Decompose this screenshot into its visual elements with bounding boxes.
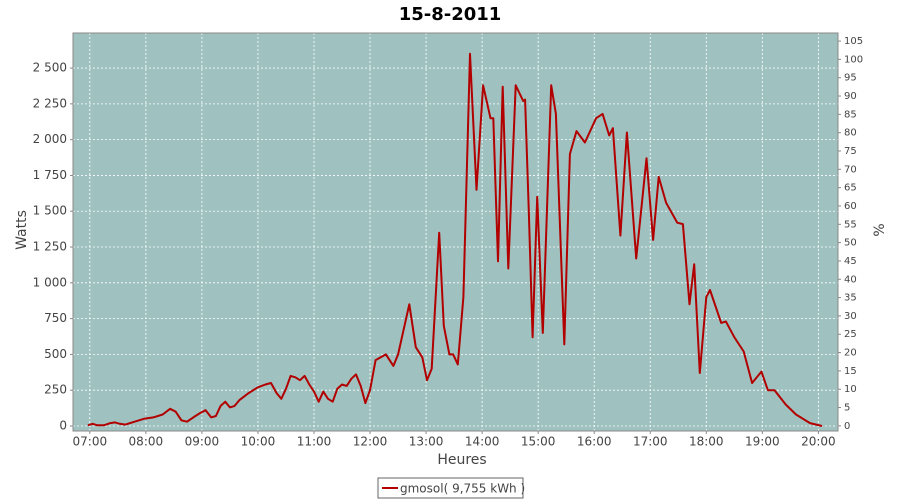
x-tick-label: 17:00	[633, 435, 668, 449]
legend-box	[377, 477, 524, 499]
y2-tick-label: 105	[844, 36, 863, 47]
y-axis-label: Watts	[14, 210, 30, 250]
x-tick-label: 12:00	[353, 435, 388, 449]
y-tick-label: 1 000	[33, 275, 67, 289]
y2-tick-label: 75	[844, 146, 857, 157]
legend-label: gmosol( 9,755 kWh )	[400, 482, 525, 496]
chart-title: 15-8-2011	[399, 4, 502, 25]
x-tick-label: 20:00	[801, 435, 836, 449]
y2-tick-label: 100	[844, 54, 863, 65]
y-tick-label: 0	[59, 418, 67, 432]
y2-tick-label: 40	[844, 274, 857, 285]
y-tick-label: 750	[44, 311, 67, 325]
y2-tick-label: 35	[844, 293, 857, 304]
y-tick-label: 2 000	[33, 132, 67, 146]
y2-axis-label: %	[872, 223, 888, 236]
x-tick-label: 09:00	[185, 435, 220, 449]
y-tick-label: 1 250	[33, 240, 67, 254]
x-tick-label: 14:00	[465, 435, 500, 449]
y2-tick-label: 60	[844, 201, 857, 212]
y2-tick-label: 55	[844, 219, 857, 230]
x-tick-label: 07:00	[73, 435, 108, 449]
x-tick-label: 16:00	[577, 435, 612, 449]
y2-tick-label: 50	[844, 238, 857, 249]
y2-tick-label: 15	[844, 366, 857, 377]
y2-tick-label: 65	[844, 183, 857, 194]
x-tick-label: 11:00	[297, 435, 332, 449]
plot-border	[72, 32, 839, 432]
y-tick-label: 1 750	[33, 168, 67, 182]
y-tick-label: 2 500	[33, 61, 67, 75]
y2-tick-label: 70	[844, 164, 857, 175]
y2-tick-label: 30	[844, 311, 857, 322]
y-tick-label: 2 250	[33, 96, 67, 110]
y-tick-label: 250	[44, 383, 67, 397]
y2-tick-label: 0	[844, 421, 850, 432]
x-tick-label: 19:00	[745, 435, 780, 449]
y-tick-label: 500	[44, 347, 67, 361]
x-tick-label: 08:00	[129, 435, 164, 449]
x-axis-label: Heures	[437, 452, 486, 468]
data-line	[87, 52, 823, 427]
y-tick-label: 1 500	[33, 204, 67, 218]
y2-tick-label: 85	[844, 109, 857, 120]
y2-tick-label: 80	[844, 128, 857, 139]
y2-tick-label: 10	[844, 384, 857, 395]
y2-tick-label: 5	[844, 403, 850, 414]
y2-tick-label: 95	[844, 73, 857, 84]
y2-tick-label: 25	[844, 329, 857, 340]
y2-tick-label: 90	[844, 91, 857, 102]
x-tick-label: 10:00	[241, 435, 276, 449]
plot-area	[73, 33, 838, 431]
x-tick-label: 13:00	[409, 435, 444, 449]
y2-tick-label: 20	[844, 348, 857, 359]
x-tick-label: 15:00	[521, 435, 556, 449]
x-tick-label: 18:00	[689, 435, 724, 449]
y2-tick-label: 45	[844, 256, 857, 267]
